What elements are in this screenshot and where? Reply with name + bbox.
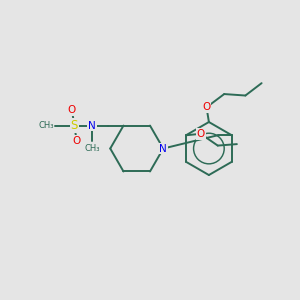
Text: CH₃: CH₃ <box>38 121 54 130</box>
Text: O: O <box>196 129 205 139</box>
Text: S: S <box>70 119 78 132</box>
Text: CH₃: CH₃ <box>84 144 100 153</box>
Text: O: O <box>68 105 76 115</box>
Text: N: N <box>88 121 96 130</box>
Text: O: O <box>202 102 211 112</box>
Text: N: N <box>159 143 167 154</box>
Text: O: O <box>73 136 81 146</box>
